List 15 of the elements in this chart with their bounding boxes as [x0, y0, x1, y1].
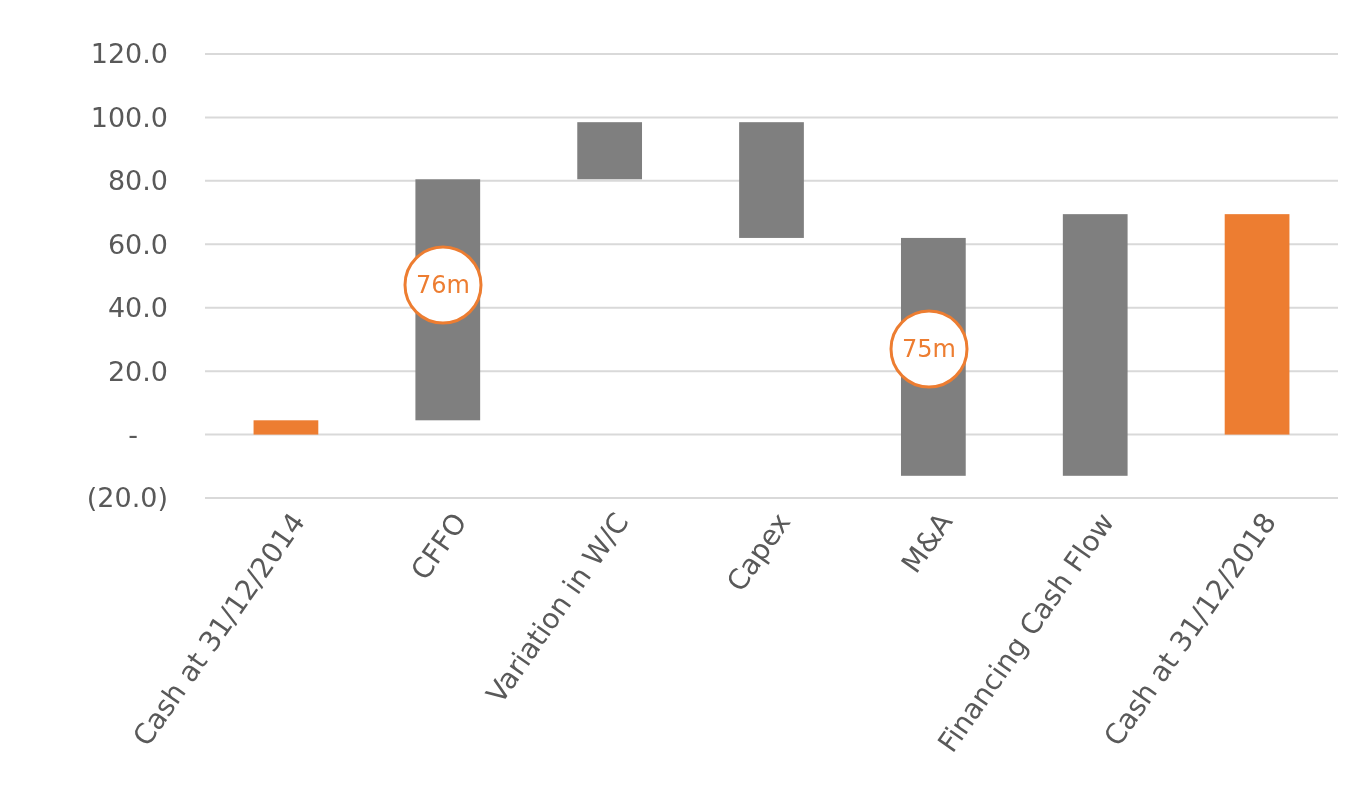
- y-tick-label: 120.0: [90, 38, 168, 70]
- y-tick-label: (20.0): [86, 482, 168, 514]
- y-tick-label: -: [128, 419, 138, 451]
- annotation: 76m: [416, 271, 470, 300]
- bar: [739, 122, 804, 238]
- y-tick-label: 20.0: [107, 355, 168, 387]
- y-tick-label: 80.0: [107, 165, 168, 197]
- y-tick-label: 60.0: [107, 228, 168, 260]
- bar: [253, 420, 319, 435]
- bar: [1062, 214, 1128, 476]
- y-tick-label: 100.0: [90, 101, 168, 133]
- annotation: 75m: [902, 335, 956, 364]
- y-tick-label: 40.0: [107, 292, 168, 324]
- bar: [577, 122, 643, 180]
- bar: [1224, 214, 1290, 435]
